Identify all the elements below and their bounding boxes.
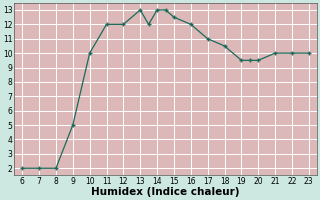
Bar <box>199 3 216 175</box>
Bar <box>14 89 317 104</box>
Bar <box>250 3 267 175</box>
Bar <box>81 3 98 175</box>
Bar <box>14 75 317 89</box>
Bar <box>165 3 182 175</box>
Bar <box>284 3 300 175</box>
Bar <box>14 161 317 175</box>
Bar <box>216 3 233 175</box>
Bar <box>182 3 199 175</box>
Bar <box>267 3 284 175</box>
Bar <box>300 3 317 175</box>
Bar <box>14 17 317 32</box>
Bar <box>14 118 317 132</box>
Bar <box>233 3 250 175</box>
Bar <box>14 32 317 46</box>
Bar <box>14 3 31 175</box>
Bar <box>14 132 317 147</box>
Bar <box>47 3 64 175</box>
X-axis label: Humidex (Indice chaleur): Humidex (Indice chaleur) <box>91 187 240 197</box>
Bar <box>98 3 115 175</box>
Bar <box>14 104 317 118</box>
Bar <box>31 3 47 175</box>
Bar <box>14 147 317 161</box>
Bar <box>115 3 132 175</box>
Bar <box>14 3 317 17</box>
Bar <box>132 3 149 175</box>
Bar <box>14 60 317 75</box>
Bar <box>149 3 165 175</box>
Bar <box>14 46 317 60</box>
Bar <box>64 3 81 175</box>
